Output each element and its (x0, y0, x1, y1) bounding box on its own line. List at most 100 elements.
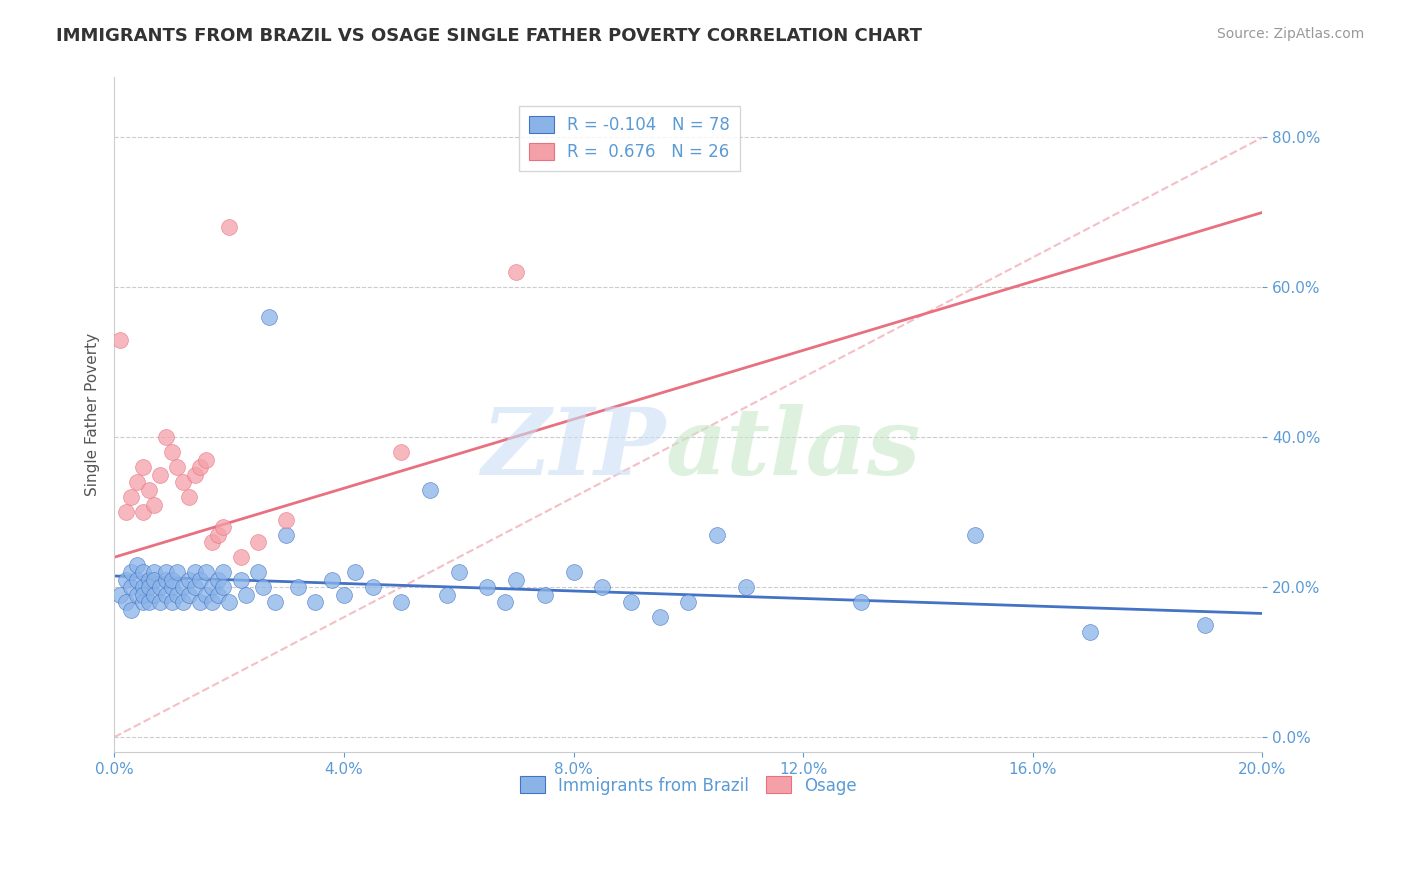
Point (188, 573, 211, 587)
Point (195, 588, 218, 602)
Point (195, 566, 218, 580)
Point (138, 580, 160, 594)
Point (114, 595, 136, 609)
Point (436, 588, 458, 602)
Point (108, 588, 131, 602)
Point (235, 588, 257, 602)
Point (155, 588, 177, 602)
Point (166, 460, 188, 475)
Point (276, 527, 298, 541)
Point (132, 566, 155, 580)
Point (419, 483, 441, 497)
Legend: Immigrants from Brazil, Osage: Immigrants from Brazil, Osage (510, 766, 866, 805)
Point (706, 527, 728, 541)
Point (477, 580, 499, 594)
Point (201, 580, 224, 594)
Point (120, 490, 142, 504)
Text: Source: ZipAtlas.com: Source: ZipAtlas.com (1216, 27, 1364, 41)
Point (149, 467, 172, 482)
Point (1078, 625, 1101, 640)
Point (389, 595, 412, 609)
Point (108, 333, 131, 347)
Point (132, 505, 155, 519)
Point (287, 580, 309, 594)
Point (965, 527, 987, 541)
Point (177, 490, 200, 504)
Text: IMMIGRANTS FROM BRAZIL VS OSAGE SINGLE FATHER POVERTY CORRELATION CHART: IMMIGRANTS FROM BRAZIL VS OSAGE SINGLE F… (56, 27, 922, 45)
Point (155, 573, 177, 587)
Point (229, 573, 252, 587)
Point (177, 588, 200, 602)
Point (143, 498, 166, 512)
Point (172, 475, 194, 490)
Text: ZIP: ZIP (481, 403, 665, 493)
Point (166, 588, 188, 602)
Point (177, 573, 200, 587)
Point (183, 566, 205, 580)
Point (246, 566, 269, 580)
Point (160, 573, 183, 587)
Point (361, 580, 384, 594)
Point (849, 595, 872, 609)
Point (321, 573, 343, 587)
Point (734, 580, 756, 594)
Point (172, 580, 194, 594)
Point (149, 580, 172, 594)
Point (218, 220, 240, 235)
Point (172, 595, 194, 609)
Point (132, 580, 155, 594)
Point (591, 580, 613, 594)
Point (114, 573, 136, 587)
Point (132, 595, 155, 609)
Point (188, 460, 211, 475)
Point (229, 550, 252, 565)
Point (201, 535, 224, 549)
Point (344, 566, 367, 580)
Point (160, 580, 183, 594)
Point (120, 566, 142, 580)
Point (264, 595, 287, 609)
Y-axis label: Single Father Poverty: Single Father Poverty (86, 334, 100, 496)
Point (252, 580, 274, 594)
Point (304, 595, 326, 609)
Point (1194, 617, 1216, 632)
Point (155, 430, 177, 444)
Point (143, 573, 166, 587)
Point (218, 595, 240, 609)
Point (120, 580, 142, 594)
Point (138, 573, 160, 587)
Point (494, 595, 516, 609)
Point (138, 595, 160, 609)
Point (212, 566, 235, 580)
Point (160, 595, 183, 609)
Point (257, 310, 280, 325)
Text: atlas: atlas (665, 403, 921, 493)
Point (143, 566, 166, 580)
Point (505, 265, 527, 279)
Point (155, 566, 177, 580)
Point (207, 573, 229, 587)
Point (505, 573, 527, 587)
Point (143, 588, 166, 602)
Point (138, 483, 160, 497)
Point (166, 566, 188, 580)
Point (127, 588, 149, 602)
Point (207, 588, 229, 602)
Point (333, 588, 356, 602)
Point (149, 595, 172, 609)
Point (127, 475, 149, 490)
Point (132, 588, 155, 602)
Point (447, 566, 470, 580)
Point (132, 460, 155, 475)
Point (195, 452, 218, 467)
Point (276, 513, 298, 527)
Point (212, 520, 235, 534)
Point (533, 588, 555, 602)
Point (183, 580, 205, 594)
Point (389, 445, 412, 459)
Point (648, 610, 671, 624)
Point (114, 505, 136, 519)
Point (127, 558, 149, 572)
Point (212, 580, 235, 594)
Point (120, 603, 142, 617)
